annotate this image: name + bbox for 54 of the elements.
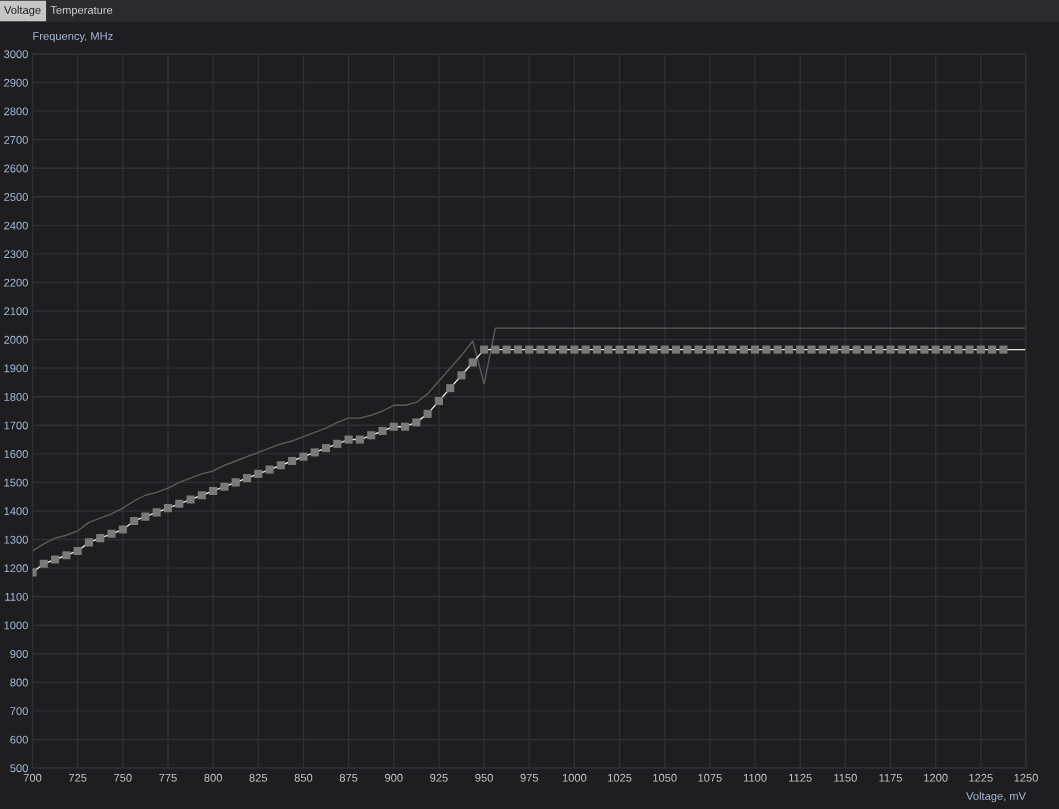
y-axis-title: Frequency, MHz	[33, 32, 113, 43]
y-tick-label: 1200	[4, 564, 28, 573]
line-series	[32, 327, 1026, 552]
x-tick-label: 1125	[789, 773, 812, 782]
y-tick-label: 1500	[4, 478, 28, 487]
y-tick-label: 1600	[4, 450, 28, 458]
y-tick-label: 2000	[4, 335, 28, 344]
y-tick-label: 3000	[4, 50, 28, 59]
x-tick-label: 1100	[743, 773, 767, 782]
y-tick-label: 2500	[4, 193, 28, 201]
x-tick-label: 725	[68, 773, 87, 782]
text: Temperature	[50, 6, 113, 17]
x-tick-label: 750	[114, 773, 132, 782]
y-tick-label: 2800	[4, 107, 28, 116]
y-tick-label: 600	[10, 735, 28, 744]
y-tick-label: 1000	[4, 621, 28, 630]
y-tick-label: 2300	[4, 250, 28, 259]
y-tick-label: 2200	[4, 278, 28, 287]
text: Voltage	[4, 5, 41, 17]
x-tick-label: 975	[520, 773, 539, 782]
x-tick-label: 1225	[969, 773, 993, 782]
x-tick-label: 1075	[698, 773, 722, 782]
y-tick-label: 1400	[4, 507, 28, 516]
y-tick-label: 800	[10, 678, 28, 687]
y-tick-label: 2600	[4, 164, 28, 173]
y-tick-label: 2400	[4, 221, 28, 230]
x-tick-label: 1175	[879, 773, 903, 782]
x-tick-label: 1200	[924, 773, 948, 782]
x-tick-label: 925	[430, 773, 448, 782]
y-tick-label: 1700	[4, 421, 28, 430]
y-tick-label: 2100	[4, 307, 28, 316]
x-tick-label: 875	[339, 773, 358, 782]
x-tick-label: 825	[249, 773, 268, 782]
y-tick-label: 500	[10, 764, 28, 773]
y-tick-label: 900	[10, 650, 28, 658]
x-tick-label: 850	[294, 773, 313, 782]
x-tick-label: 1050	[653, 773, 677, 782]
y-tick-label: 1900	[4, 364, 28, 373]
x-tick-label: 700	[23, 773, 42, 782]
x-tick-label: 950	[475, 773, 493, 782]
x-tick-label: 1000	[562, 773, 587, 782]
x-tick-label: 775	[159, 773, 177, 782]
y-tick-label: 2900	[4, 78, 28, 87]
x-tick-label: 900	[385, 773, 403, 782]
x-axis-title: Voltage, mV	[966, 791, 1026, 803]
x-tick-label: 800	[204, 773, 222, 782]
y-tick-label: 2700	[4, 135, 28, 144]
x-tick-label: 1150	[834, 773, 857, 782]
y-tick-label: 700	[10, 707, 28, 716]
y-tick-label: 1800	[4, 392, 28, 401]
x-tick-label: 1250	[1014, 773, 1038, 782]
y-tick-label: 1300	[4, 535, 28, 544]
y-tick-label: 1100	[5, 592, 28, 601]
x-tick-label: 1025	[608, 773, 632, 782]
